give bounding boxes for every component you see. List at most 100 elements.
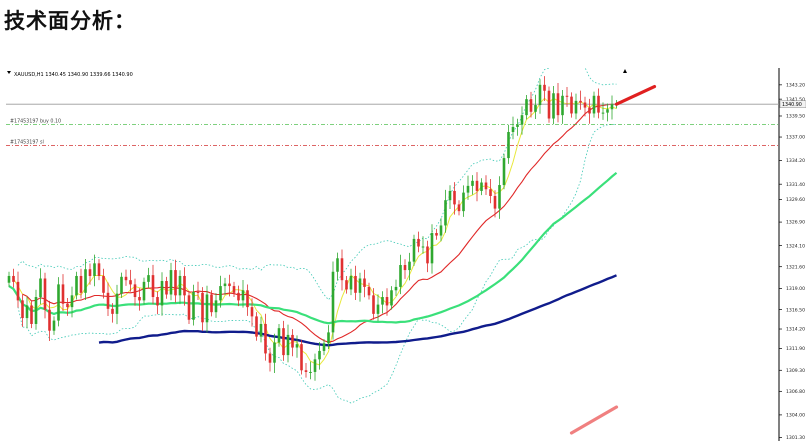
candle-body: [547, 90, 551, 119]
candle-body: [264, 323, 267, 354]
candle-body: [124, 276, 128, 281]
candle-body: [120, 276, 123, 294]
candle-body: [84, 269, 87, 293]
candle-body: [561, 95, 564, 116]
order-level-label: #17453197 buy 0.10: [10, 118, 61, 124]
candle-body: [147, 275, 150, 282]
candle-body: [592, 95, 596, 114]
candle-body: [246, 290, 249, 308]
candle-body: [471, 180, 474, 186]
candle-body: [210, 294, 213, 313]
price-tick-label: 1304.00: [786, 412, 805, 418]
candle-body: [426, 246, 429, 264]
candle-body: [295, 344, 299, 348]
symbol-info: XAUUSD,H1 1340.45 1340.90 1339.66 1340.9…: [14, 72, 133, 78]
candle-body: [610, 104, 614, 110]
ma-50-line: [8, 171, 618, 325]
candle-body: [174, 270, 177, 296]
candle-body: [439, 225, 443, 236]
scroll-marker-icon[interactable]: [623, 69, 627, 73]
candle-body: [381, 297, 384, 305]
candle-body: [336, 258, 339, 272]
menu-arrow-icon[interactable]: [7, 71, 11, 74]
candle-body: [16, 281, 20, 301]
price-tick-label: 1319.00: [786, 286, 805, 292]
candle-body: [466, 185, 470, 193]
candle-body: [372, 295, 375, 314]
candle-body: [178, 275, 182, 296]
price-tick-label: 1301.30: [786, 435, 805, 441]
price-tick-label: 1326.90: [786, 220, 805, 226]
candle-body: [340, 258, 344, 281]
candle-body: [12, 275, 15, 282]
candle-body: [201, 292, 204, 323]
candle-body: [502, 158, 506, 186]
candle-body: [318, 350, 321, 360]
candle-body: [354, 275, 357, 293]
chart-canvas: XAUUSD,H1 1340.45 1340.90 1339.66 1340.9…: [6, 52, 807, 441]
candle-body: [588, 107, 591, 114]
candle-body: [255, 316, 258, 337]
candle-body: [538, 84, 542, 106]
candle-body: [556, 93, 560, 116]
price-tick-label: 1331.40: [786, 182, 805, 188]
price-tick-label: 1337.00: [786, 135, 805, 141]
candle-body: [565, 95, 569, 97]
price-tick-label: 1309.30: [786, 368, 805, 374]
candle-body: [552, 93, 555, 119]
candle-body: [291, 334, 294, 348]
price-tick-label: 1306.80: [786, 389, 805, 395]
candle-body: [529, 99, 533, 112]
candle-body: [606, 109, 609, 113]
forecast-up-line: [614, 84, 657, 106]
candle-body: [268, 353, 272, 363]
candle-body: [498, 185, 501, 209]
candle-body: [183, 275, 186, 296]
order-level-label: #17453197 sl: [10, 139, 44, 145]
candle-body: [129, 280, 132, 285]
candle-body: [511, 126, 515, 132]
candle-body: [219, 286, 222, 301]
candle-body: [543, 84, 546, 91]
candle-body: [97, 263, 101, 276]
candle-body: [102, 275, 105, 293]
candle-body: [516, 124, 519, 127]
candle-body: [412, 238, 416, 262]
candle-body: [277, 328, 281, 343]
candle-body: [237, 292, 240, 301]
candle-body: [57, 284, 60, 321]
candle-body: [169, 270, 173, 295]
candle-body: [462, 192, 465, 212]
candle-body: [444, 200, 447, 226]
candle-body: [75, 275, 78, 296]
price-tick-label: 1334.20: [786, 158, 805, 164]
candle-body: [322, 343, 326, 351]
candle-body: [133, 284, 137, 298]
candle-body: [570, 96, 573, 114]
ma-100-line: [98, 274, 617, 347]
candle-body: [43, 278, 47, 310]
candle-body: [313, 359, 317, 372]
price-tick-label: 1339.50: [786, 114, 805, 120]
candle-body: [525, 99, 528, 116]
candle-body: [300, 344, 303, 371]
candle-body: [66, 303, 69, 308]
candle-body: [282, 328, 285, 356]
candle-body: [327, 332, 330, 344]
price-tick-label: 1329.60: [786, 197, 805, 203]
candle-body: [507, 131, 510, 159]
candle-body: [30, 305, 33, 324]
candle-body: [417, 238, 420, 247]
price-tick-label: 1311.90: [786, 346, 805, 352]
candle-body: [232, 286, 236, 293]
candle-body: [192, 291, 195, 320]
candle-body: [187, 295, 191, 320]
candle-body: [331, 271, 335, 333]
candle-body: [534, 105, 537, 112]
candle-body: [480, 182, 483, 191]
candle-body: [385, 297, 389, 306]
candle-body: [579, 100, 582, 103]
page-heading: 技术面分析：: [4, 9, 136, 33]
candle-body: [156, 297, 159, 306]
candle-body: [70, 295, 74, 308]
